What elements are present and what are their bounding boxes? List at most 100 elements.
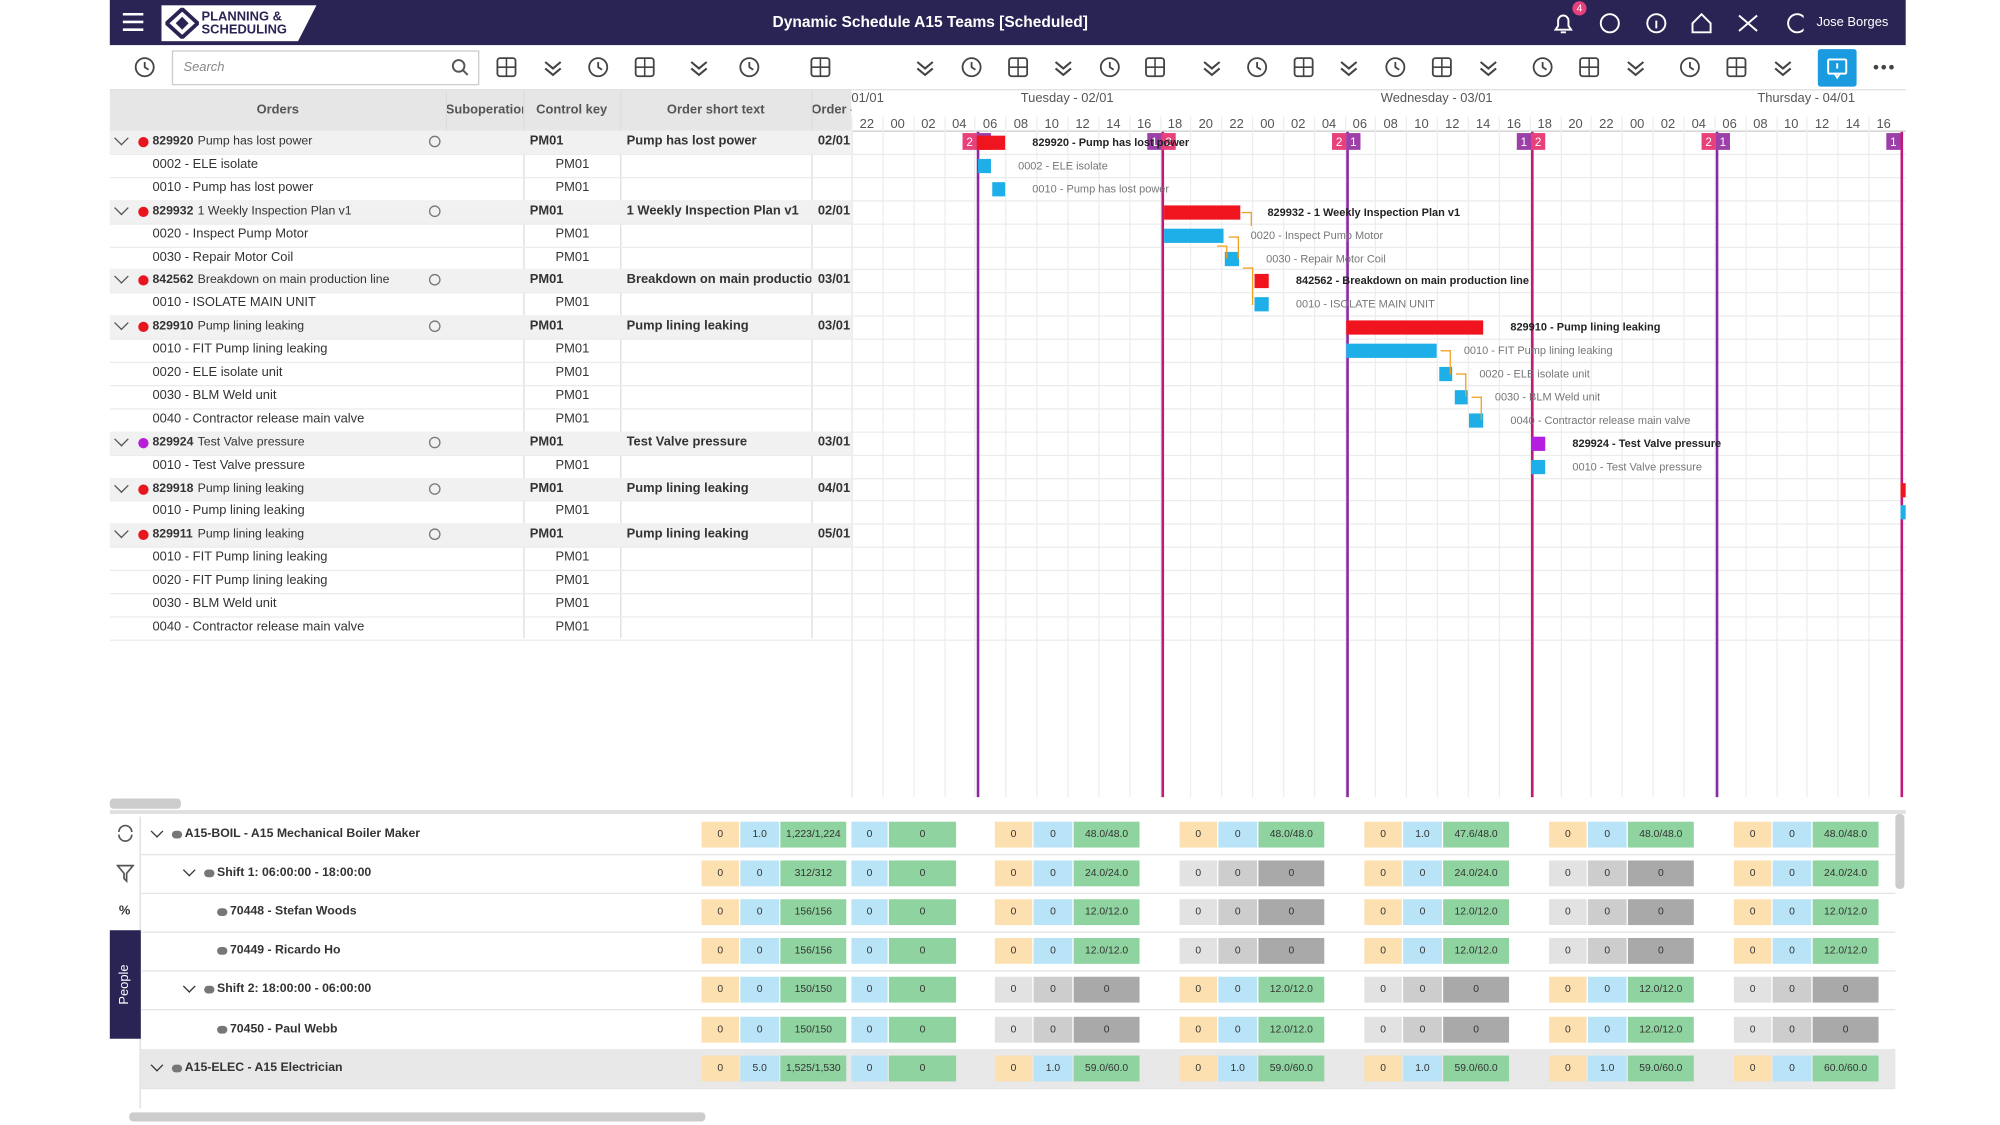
row-line xyxy=(109,593,1906,595)
toolbar-button[interactable] xyxy=(1097,54,1123,80)
resource-row-line xyxy=(140,892,1896,895)
capacity-cell: 48.0/48.0 xyxy=(1258,821,1325,848)
order-text: Pump lining leaking xyxy=(197,481,305,496)
capacity-cell: 0 xyxy=(1364,860,1402,887)
row-line xyxy=(109,477,1906,479)
toolbar-button[interactable] xyxy=(494,54,520,80)
order-text: 1 Weekly Inspection Plan v1 xyxy=(197,203,352,218)
toolbar-button[interactable] xyxy=(1050,54,1076,80)
toolbar-button[interactable] xyxy=(1005,54,1031,80)
gantt-bar-label: 829932 - 1 Weekly Inspection Plan v1 xyxy=(1267,205,1461,218)
bottom-scroll[interactable] xyxy=(129,1112,706,1122)
capacity-cell: 1.0 xyxy=(1403,1055,1442,1082)
toolbar-button[interactable] xyxy=(1429,54,1455,80)
toolbar-button[interactable] xyxy=(736,54,762,80)
toolbar-button[interactable] xyxy=(1382,54,1408,80)
capacity-cell: 0 xyxy=(1033,976,1073,1003)
toolbar-button[interactable] xyxy=(1199,54,1225,80)
toolbar-button[interactable] xyxy=(807,54,833,80)
toolbar-button[interactable] xyxy=(686,54,712,80)
search-icon[interactable] xyxy=(451,58,469,76)
row-line xyxy=(109,153,1906,155)
toolbar-button[interactable] xyxy=(1530,54,1556,80)
row-line xyxy=(109,361,1906,364)
capacity-cell: 24.0/24.0 xyxy=(1812,860,1879,887)
gantt-bar-label: 0020 - Inspect Pump Motor xyxy=(1250,228,1384,242)
toolbar-button[interactable] xyxy=(1576,54,1602,80)
capacity-cell: 0 xyxy=(1179,821,1218,848)
capacity-cell: 0 xyxy=(1364,976,1402,1003)
capacity-cell: 0 xyxy=(851,821,888,848)
toolbar-button[interactable] xyxy=(1336,54,1362,80)
toolbar-button[interactable] xyxy=(1142,54,1168,80)
percent-toggle[interactable]: % xyxy=(118,904,131,919)
toolbar-button[interactable] xyxy=(912,54,938,80)
gantt-grid-line xyxy=(1560,116,1562,798)
capacity-cell: 0 xyxy=(1403,937,1442,964)
short-text: Pump lining leaking xyxy=(626,481,749,496)
toolbar-button[interactable] xyxy=(1770,54,1796,80)
capacity-cell: 48.0/48.0 xyxy=(1812,821,1879,848)
marker-count: 1 xyxy=(1151,135,1158,149)
notification-count: 4 xyxy=(1576,2,1583,15)
toolbar-button[interactable] xyxy=(1475,54,1501,80)
operation-label: 0010 - Pump has lost power xyxy=(152,180,314,195)
header-icons[interactable] xyxy=(1597,10,1804,36)
marker-badge xyxy=(1701,133,1716,150)
gantt-bar-label: 0030 - BLM Weld unit xyxy=(1494,390,1601,403)
operation-key: PM01 xyxy=(555,296,590,311)
toolbar-button[interactable] xyxy=(959,54,985,80)
operation-label: 0020 - FIT Pump lining leaking xyxy=(152,573,328,588)
gantt-hour: 22 xyxy=(1229,117,1244,132)
capacity-cell: 0 xyxy=(1403,860,1442,887)
order-id: 829910 xyxy=(152,319,194,334)
column-divider xyxy=(811,90,813,639)
connector xyxy=(1228,236,1240,259)
search-box[interactable] xyxy=(171,50,480,86)
toolbar-button[interactable] xyxy=(1677,54,1703,80)
operation-key: PM01 xyxy=(555,620,590,635)
toolbar-button[interactable] xyxy=(1291,54,1317,80)
gantt-grid-line xyxy=(974,116,976,798)
row-line xyxy=(109,222,1906,225)
row-line xyxy=(109,500,1906,502)
toolbar-button[interactable] xyxy=(1623,54,1649,80)
capacity-cell: 5.0 xyxy=(740,1055,780,1082)
gantt-grid-line xyxy=(1806,116,1808,798)
row-line xyxy=(109,338,1906,340)
toolbar-button[interactable] xyxy=(132,54,158,80)
toolbar-button[interactable] xyxy=(1724,54,1750,80)
v-scroll[interactable] xyxy=(1895,813,1905,889)
operation-label: 0010 - Pump lining leaking xyxy=(152,504,305,519)
operation-key: PM01 xyxy=(555,250,590,265)
capacity-cell: 0 xyxy=(1403,1016,1442,1043)
gantt-hour: 16 xyxy=(1136,117,1152,132)
resource-row-line xyxy=(140,931,1896,933)
capacity-cell: 156/156 xyxy=(780,899,847,926)
more-button[interactable] xyxy=(1871,57,1897,83)
capacity-cell: 0 xyxy=(1218,976,1258,1003)
capacity-cell: 59.0/60.0 xyxy=(1258,1055,1325,1082)
toolbar-button[interactable] xyxy=(540,54,566,80)
toolbar-button[interactable] xyxy=(585,54,611,80)
marker-count: 2 xyxy=(1534,135,1542,149)
capacity-cell: 1.0 xyxy=(1587,1055,1627,1082)
notifications-button[interactable] xyxy=(1550,10,1576,36)
toolbar-button[interactable] xyxy=(1244,54,1270,80)
toolbar-button[interactable] xyxy=(632,54,658,80)
row-line xyxy=(109,199,1906,202)
control-key: PM01 xyxy=(529,481,564,496)
splitter[interactable] xyxy=(109,810,1906,814)
gantt-hour: 02 xyxy=(1291,117,1306,132)
side-icons[interactable] xyxy=(116,824,135,889)
active-tool-icon[interactable] xyxy=(1824,56,1850,82)
menu-button[interactable] xyxy=(122,12,144,32)
capacity-cell: 59.0/60.0 xyxy=(1073,1055,1140,1082)
people-tab[interactable] xyxy=(109,930,141,1039)
user-name[interactable]: Jose Borges xyxy=(1816,15,1889,30)
operation-label: 0010 - ISOLATE MAIN UNIT xyxy=(152,296,316,311)
gantt-hour: 04 xyxy=(1321,117,1337,132)
capacity-cell: 150/150 xyxy=(780,1016,847,1043)
operation-key: PM01 xyxy=(555,411,590,427)
h-scroll-thumb[interactable] xyxy=(109,798,181,809)
